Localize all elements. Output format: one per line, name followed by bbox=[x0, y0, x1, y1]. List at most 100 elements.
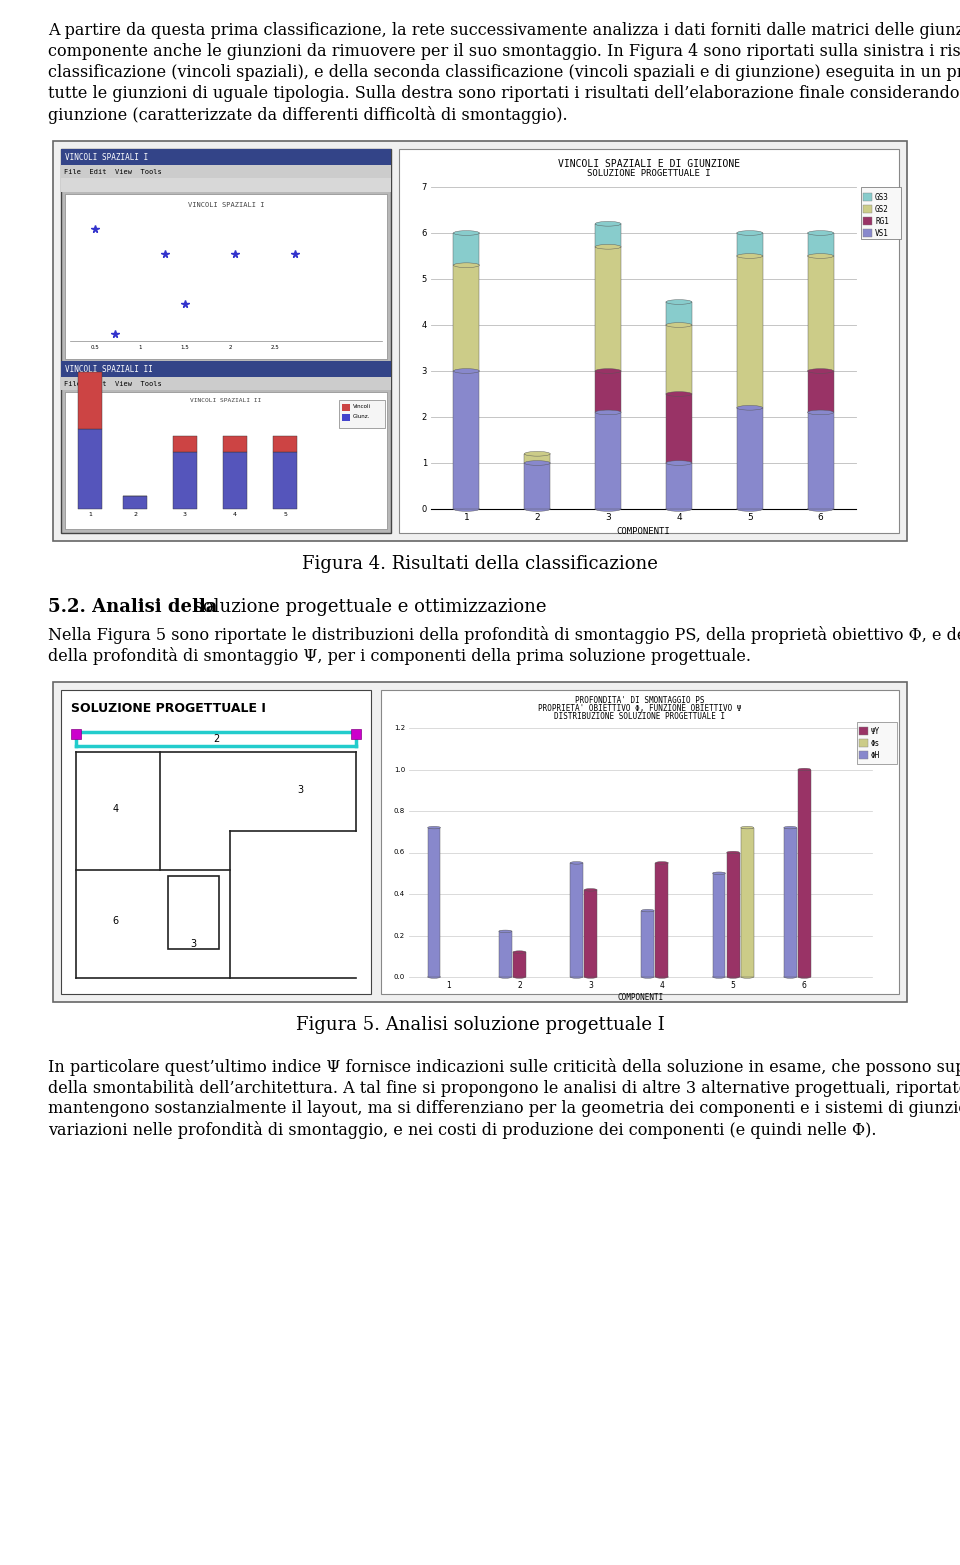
Text: VINCOLI SPAZIALI II: VINCOLI SPAZIALI II bbox=[65, 365, 153, 374]
Text: File  Edit  View  Tools: File Edit View Tools bbox=[64, 169, 161, 175]
Text: File  Edit  View  Tools: File Edit View Tools bbox=[64, 380, 161, 387]
Ellipse shape bbox=[736, 230, 763, 235]
Text: 4: 4 bbox=[112, 803, 118, 814]
Ellipse shape bbox=[783, 826, 797, 829]
Bar bbox=[351, 729, 361, 739]
Text: 1: 1 bbox=[421, 459, 427, 468]
Text: A partire da questa prima classificazione, la rete successivamente analizza i da: A partire da questa prima classificazion… bbox=[48, 22, 960, 39]
Ellipse shape bbox=[453, 230, 479, 235]
Text: 0.8: 0.8 bbox=[394, 808, 405, 814]
Bar bbox=[741, 828, 754, 977]
Text: 5: 5 bbox=[283, 512, 287, 516]
Text: DISTRIBUZIONE SOLUZIONE PROGETTUALE I: DISTRIBUZIONE SOLUZIONE PROGETTUALE I bbox=[555, 712, 726, 721]
Bar bbox=[453, 233, 479, 264]
Bar bbox=[641, 911, 654, 977]
Bar bbox=[595, 247, 621, 371]
Bar bbox=[863, 218, 872, 225]
Ellipse shape bbox=[727, 851, 739, 854]
Ellipse shape bbox=[570, 975, 583, 978]
Ellipse shape bbox=[595, 507, 621, 512]
Text: 0.4: 0.4 bbox=[394, 890, 405, 897]
Bar bbox=[78, 429, 102, 509]
Ellipse shape bbox=[453, 263, 479, 268]
Bar bbox=[666, 302, 692, 326]
Text: ΨY: ΨY bbox=[871, 726, 880, 736]
Text: COMPONENTI: COMPONENTI bbox=[616, 527, 670, 535]
Bar bbox=[807, 371, 833, 413]
Ellipse shape bbox=[595, 244, 621, 249]
Text: 4: 4 bbox=[676, 513, 682, 523]
Bar bbox=[381, 690, 899, 994]
Text: 3: 3 bbox=[421, 366, 427, 376]
Ellipse shape bbox=[807, 254, 833, 258]
Bar bbox=[798, 770, 811, 977]
Text: 0.6: 0.6 bbox=[394, 850, 405, 856]
Bar bbox=[595, 371, 621, 413]
Bar bbox=[666, 394, 692, 463]
Ellipse shape bbox=[570, 862, 583, 864]
Bar bbox=[123, 496, 147, 509]
Text: 2.5: 2.5 bbox=[271, 344, 279, 351]
Ellipse shape bbox=[513, 952, 526, 953]
Text: 2: 2 bbox=[133, 512, 137, 516]
Text: 3: 3 bbox=[183, 512, 187, 516]
Ellipse shape bbox=[585, 889, 597, 890]
Bar bbox=[61, 149, 391, 534]
Ellipse shape bbox=[656, 975, 668, 978]
Text: 3: 3 bbox=[605, 513, 611, 523]
Bar bbox=[585, 890, 597, 977]
Text: 0.0: 0.0 bbox=[394, 973, 405, 980]
Text: della smontabilità dell’architettura. A tal fine si propongono le analisi di alt: della smontabilità dell’architettura. A … bbox=[48, 1078, 960, 1097]
Bar bbox=[666, 326, 692, 394]
Bar bbox=[453, 371, 479, 509]
Bar bbox=[712, 873, 726, 977]
Text: COMPONENTI: COMPONENTI bbox=[617, 994, 663, 1002]
Ellipse shape bbox=[736, 405, 763, 410]
Text: 4: 4 bbox=[421, 321, 427, 330]
Bar bbox=[499, 931, 512, 977]
Text: Giunz.: Giunz. bbox=[353, 415, 371, 419]
Text: 5.2. Analisi della: 5.2. Analisi della bbox=[48, 598, 217, 617]
Bar bbox=[595, 413, 621, 509]
Bar bbox=[807, 413, 833, 509]
Text: Φs: Φs bbox=[871, 739, 880, 748]
Text: giunzione (caratterizzate da differenti difficoltà di smontaggio).: giunzione (caratterizzate da differenti … bbox=[48, 106, 567, 124]
Text: variazioni nelle profondità di smontaggio, e nei costi di produzione dei compone: variazioni nelle profondità di smontaggi… bbox=[48, 1121, 876, 1139]
Bar bbox=[861, 186, 901, 239]
Bar bbox=[783, 828, 797, 977]
Bar bbox=[168, 876, 219, 948]
Bar bbox=[53, 141, 907, 541]
Ellipse shape bbox=[807, 507, 833, 512]
Text: 5: 5 bbox=[747, 513, 753, 523]
Ellipse shape bbox=[453, 507, 479, 512]
Bar bbox=[863, 192, 872, 200]
Ellipse shape bbox=[453, 369, 479, 374]
Text: VINCOLI SPAZIALI I: VINCOLI SPAZIALI I bbox=[188, 202, 264, 208]
Text: 0.2: 0.2 bbox=[394, 933, 405, 939]
Bar bbox=[859, 751, 868, 759]
Bar bbox=[863, 205, 872, 213]
Text: 3: 3 bbox=[190, 939, 197, 948]
Text: classificazione (vincoli spaziali), e della seconda classificazione (vincoli spa: classificazione (vincoli spaziali), e de… bbox=[48, 64, 960, 81]
Text: Nella Figura 5 sono riportate le distribuzioni della profondità di smontaggio PS: Nella Figura 5 sono riportate le distrib… bbox=[48, 626, 960, 645]
Bar bbox=[78, 372, 102, 429]
Bar bbox=[736, 233, 763, 257]
Bar bbox=[173, 452, 197, 509]
Ellipse shape bbox=[798, 975, 811, 978]
Bar bbox=[524, 454, 550, 463]
Bar bbox=[273, 452, 297, 509]
Bar bbox=[273, 435, 297, 452]
Text: PROPRIETA' OBIETTIVO Φ, FUNZIONE OBIETTIVO Ψ: PROPRIETA' OBIETTIVO Φ, FUNZIONE OBIETTI… bbox=[539, 704, 742, 714]
Ellipse shape bbox=[585, 975, 597, 978]
Ellipse shape bbox=[499, 975, 512, 978]
Ellipse shape bbox=[513, 975, 526, 978]
Text: della profondità di smontaggio Ψ, per i componenti della prima soluzione progett: della profondità di smontaggio Ψ, per i … bbox=[48, 646, 751, 665]
Ellipse shape bbox=[807, 410, 833, 415]
Ellipse shape bbox=[736, 507, 763, 512]
Text: SOLUZIONE PROGETTUALE I: SOLUZIONE PROGETTUALE I bbox=[588, 169, 710, 178]
Bar bbox=[65, 194, 387, 358]
Text: 6: 6 bbox=[818, 513, 824, 523]
Text: 2: 2 bbox=[421, 413, 427, 421]
Bar bbox=[857, 721, 897, 764]
Ellipse shape bbox=[666, 460, 692, 465]
